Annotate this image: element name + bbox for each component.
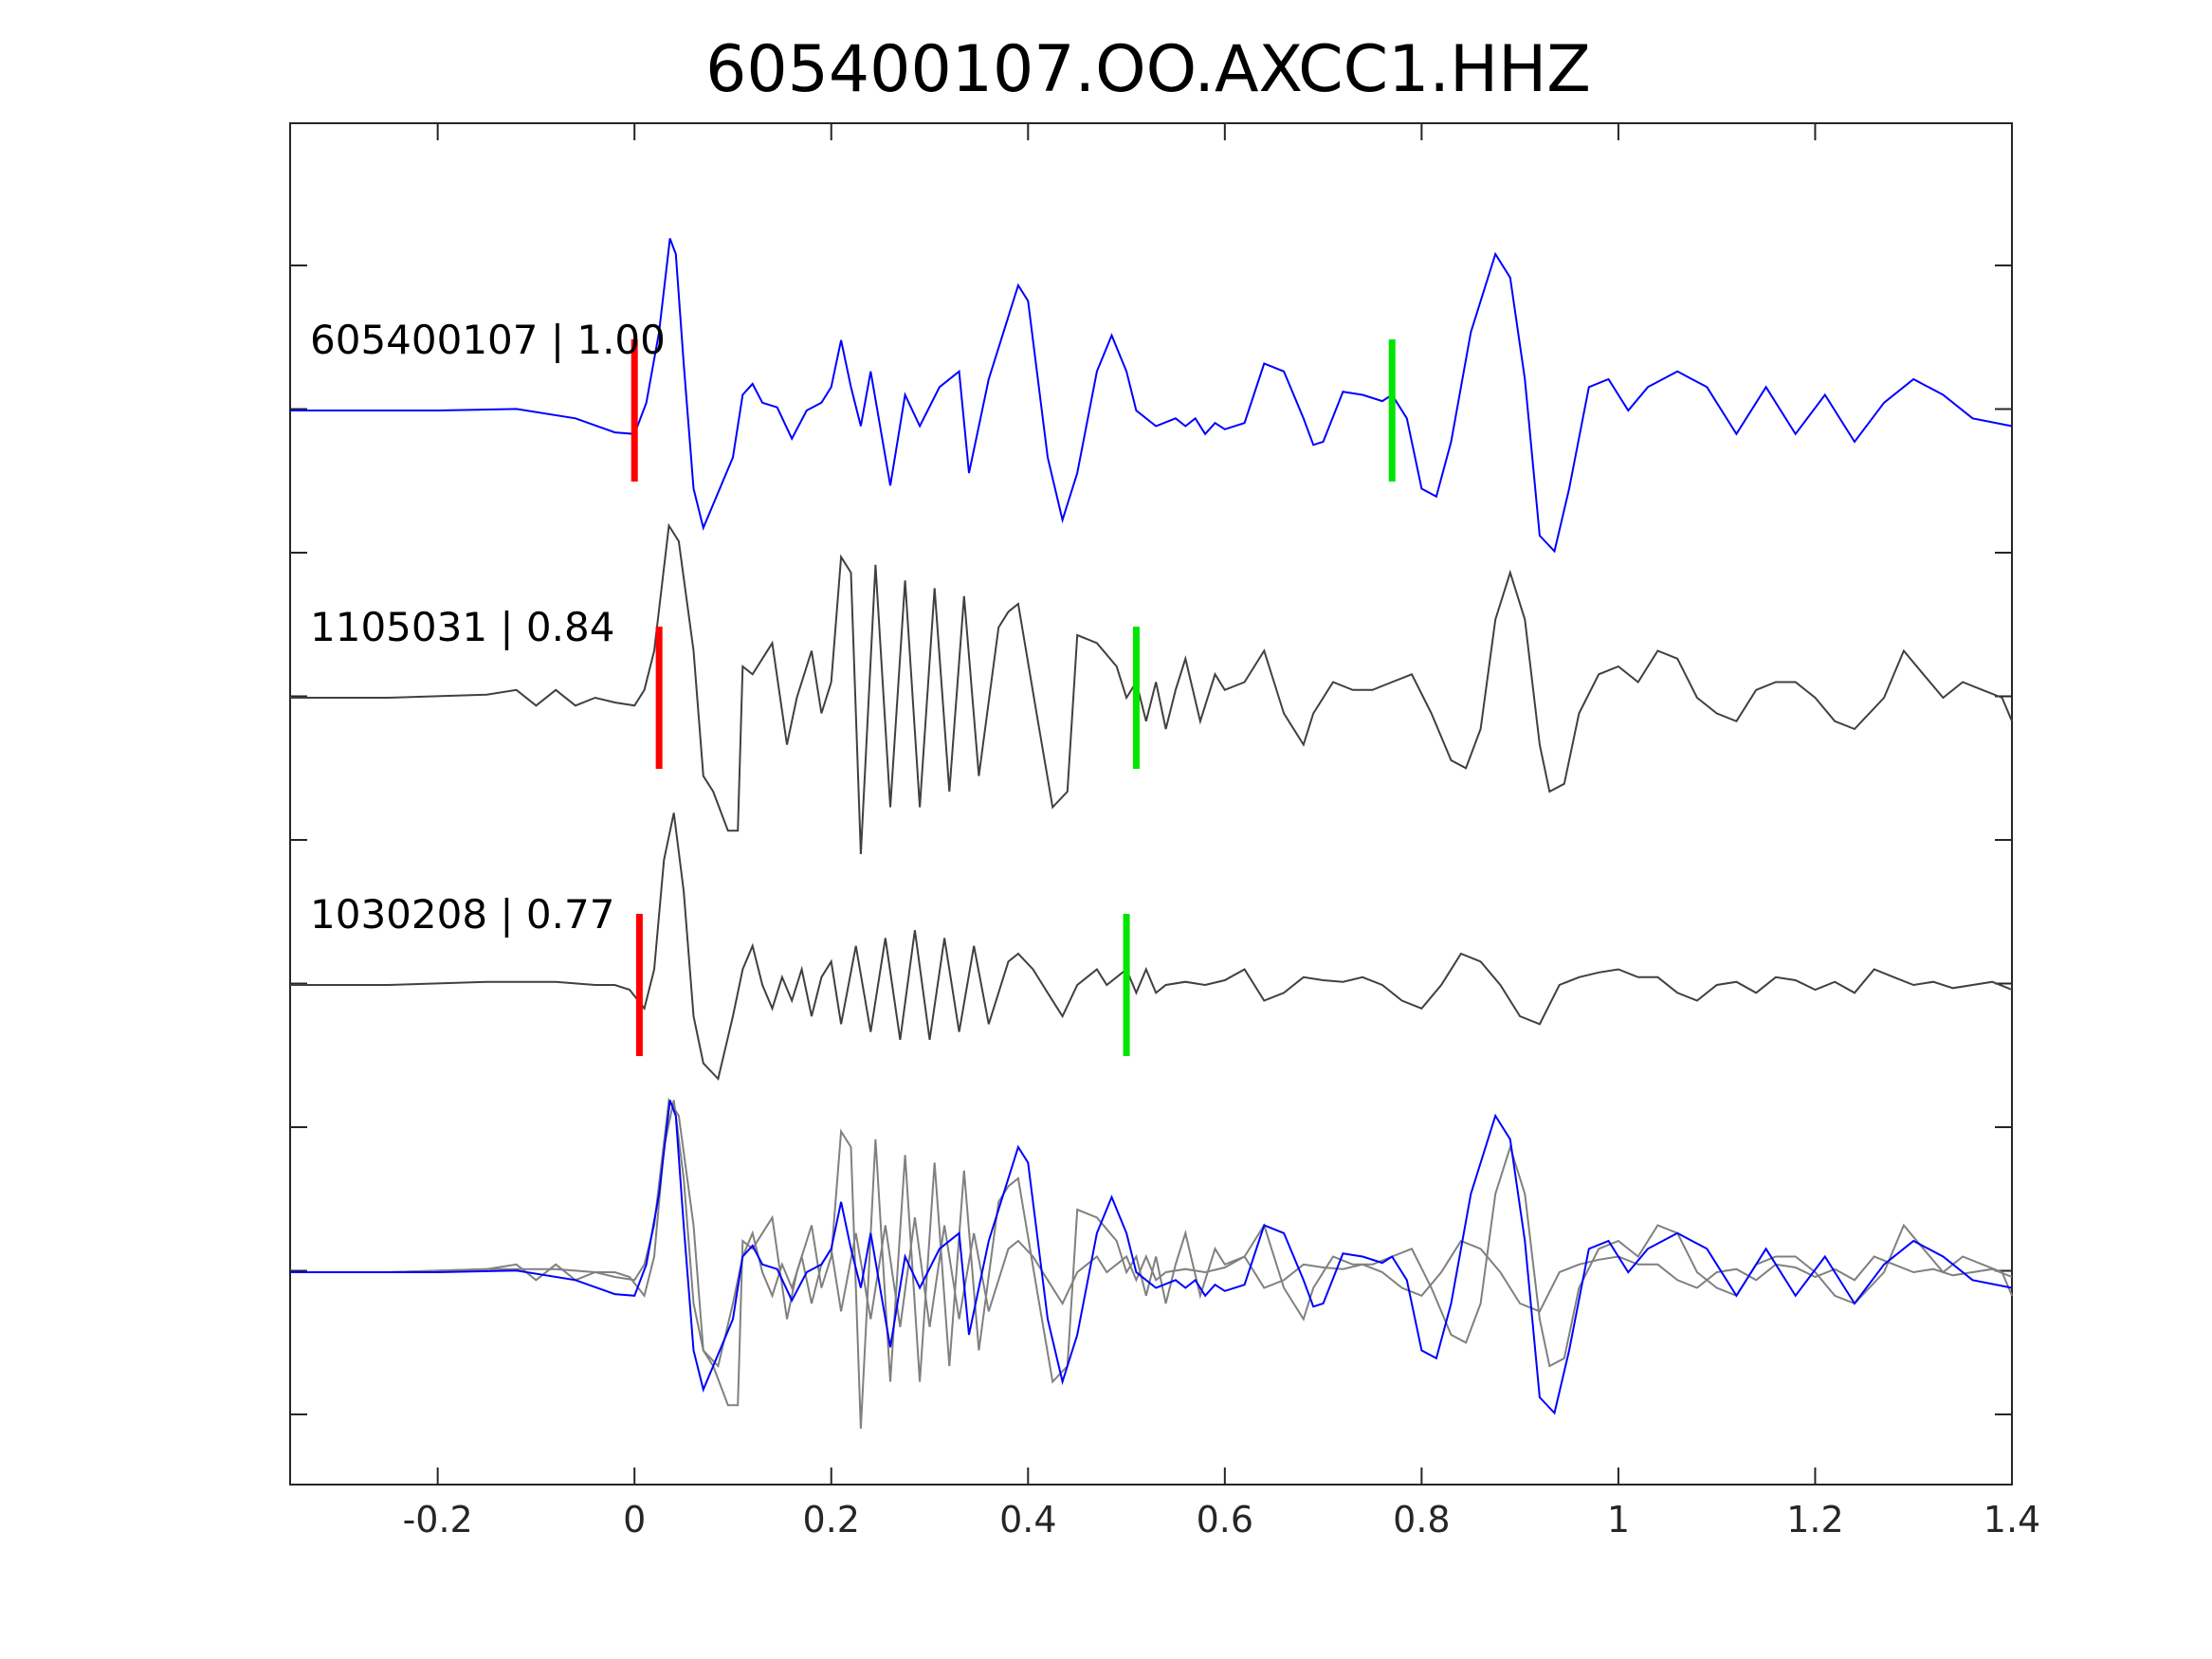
trace-label: 605400107 | 1.00 [310,317,666,363]
plot-area: -0.2 0 0.2 0.4 0.6 0.8 1 1.2 1.4 605400107 | 1.0… [289,122,2040,1540]
trace-line-0 [290,238,2013,554]
overlay-similar-trace [290,1100,2013,1369]
trace-line-1 [290,522,2013,855]
picks [631,339,1396,1056]
x-tick-label: 1.2 [1786,1499,1843,1540]
x-tick-label: 0.4 [999,1499,1056,1540]
x-tick-label: 1 [1607,1499,1630,1540]
trace-line-2 [290,812,2013,1082]
axes-box [289,122,2013,1486]
trace-label: 1105031 | 0.84 [310,604,614,650]
x-ticks: -0.2 0 0.2 0.4 0.6 0.8 1 1.2 1.4 [403,123,2040,1540]
x-tick-label: 1.4 [1983,1499,2040,1540]
x-tick-label: -0.2 [403,1499,473,1540]
chart-title: 605400107.OO.AXCC1.HHZ [705,32,1591,107]
x-tick-label: 0 [623,1499,646,1540]
x-tick-label: 0.8 [1393,1499,1450,1540]
trace-labels: 605400107 | 1.00 1105031 | 0.84 1030208 | … [310,317,666,938]
traces [290,238,2013,1430]
overlay-similar-trace [290,1097,2013,1430]
x-tick-label: 0.2 [803,1499,860,1540]
x-tick-label: 0.6 [1197,1499,1253,1540]
trace-label: 1030208 | 0.77 [310,891,614,938]
overlay-reference-trace [290,1100,2013,1415]
